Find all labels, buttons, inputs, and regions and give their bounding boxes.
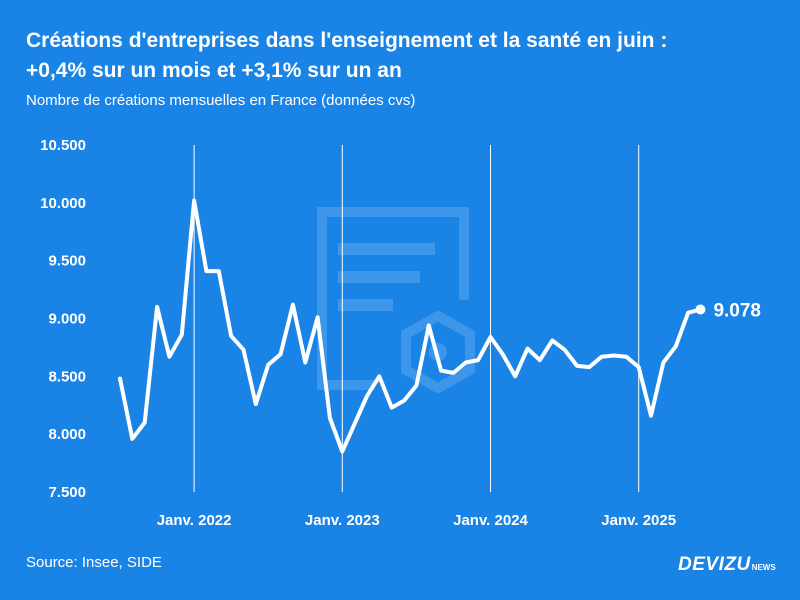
chart-title-line-1: Créations d'entreprises dans l'enseignem… [26,29,668,52]
brand-logo: DEVIZUNEWS [678,554,776,576]
y-tick-label: 10.500 [40,137,86,154]
x-tick-label: Janv. 2023 [305,512,380,529]
last-value-annotation: 9.078 [695,300,761,321]
data-series [118,198,703,454]
chart-title: Créations d'entreprises dans l'enseignem… [26,26,786,86]
last-value-label: 9.078 [713,300,761,321]
source-note: Source: Insee, SIDE [26,554,162,571]
x-tick-label: Janv. 2022 [157,512,232,529]
chart-title-line-2: +0,4% sur un mois et +3,1% sur un an [26,59,402,82]
y-tick-label: 7.500 [48,484,86,501]
series-line [118,198,703,454]
last-point-marker [695,304,706,315]
x-axis-tick-labels: Janv. 2022 Janv. 2023 Janv. 2024 Janv. 2025 [157,512,676,529]
brand-suffix: NEWS [751,563,776,572]
y-tick-label: 8.500 [48,368,86,385]
document-watermark-icon [317,207,475,394]
y-tick-label: 9.500 [48,253,86,270]
brand-name: DEVIZU [678,554,751,575]
chart-subtitle: Nombre de créations mensuelles en France… [26,92,416,109]
x-tick-label: Janv. 2024 [453,512,528,529]
vertical-gridlines [193,145,640,492]
y-tick-label: 9.000 [48,311,86,328]
x-tick-label: Janv. 2025 [601,512,676,529]
y-tick-label: 8.000 [48,426,86,443]
y-tick-label: 10.000 [40,195,86,212]
y-axis-tick-labels: 7.500 8.000 8.500 9.000 9.500 10.000 10.500 [40,137,86,501]
